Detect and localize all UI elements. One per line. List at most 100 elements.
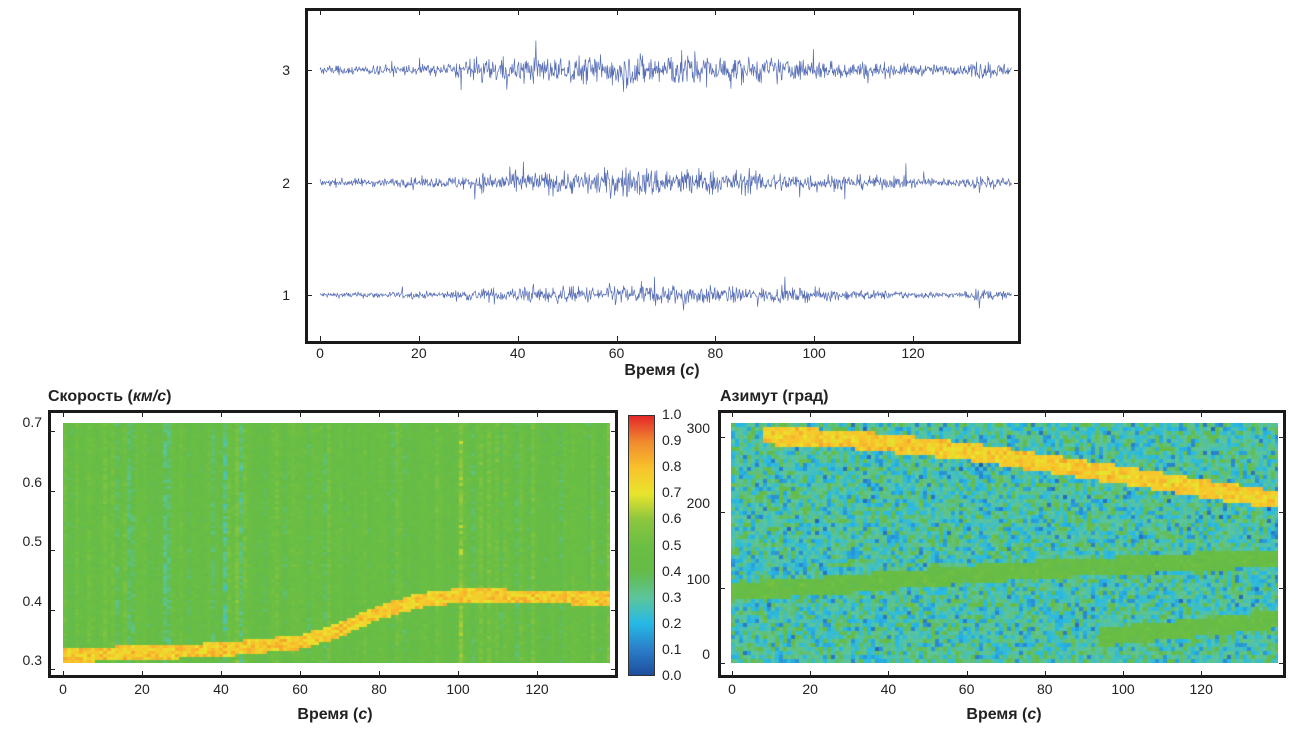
seismogram-x-axis-label: Время (с) <box>624 362 699 380</box>
x-tick <box>418 336 420 343</box>
colorbar-tick-label: 0.9 <box>662 432 682 449</box>
y-tick <box>48 609 55 611</box>
colorbar-tick-label: 0.0 <box>662 667 682 683</box>
x-tick-label: 80 <box>371 681 387 697</box>
x-tick <box>320 8 321 15</box>
y-tick-label: 100 <box>686 570 710 587</box>
colorbar-tick-label: 0.8 <box>662 458 682 475</box>
y-tick <box>1279 663 1286 664</box>
colorbar-tick-label: 0.5 <box>662 536 682 553</box>
x-label-text: Время ( <box>624 362 686 379</box>
x-tick <box>1123 410 1124 417</box>
y-tick <box>1279 512 1286 514</box>
x-tick <box>1123 671 1124 678</box>
x-tick <box>814 8 816 15</box>
x-tick <box>1044 410 1046 417</box>
y-tick <box>1014 295 1021 296</box>
y-tick-label: 0.7 <box>22 414 42 430</box>
x-tick <box>517 8 519 15</box>
seismogram-plot-frame <box>305 8 1021 344</box>
x-tick <box>63 671 64 678</box>
y-tick <box>48 431 55 432</box>
y-tick-label: 2 <box>282 174 290 191</box>
x-tick <box>715 8 717 15</box>
x-tick <box>732 410 733 417</box>
x-tick-label: 80 <box>707 345 724 361</box>
x-tick <box>810 410 812 417</box>
x-tick-label: 120 <box>525 681 549 697</box>
colorbar-tick-label: 0.6 <box>662 510 682 527</box>
colorbar-tick-label: 1.0 <box>662 406 682 422</box>
x-tick <box>379 410 380 417</box>
y-tick-label: 1 <box>282 287 290 303</box>
x-tick <box>320 336 321 343</box>
colorbar <box>628 415 655 676</box>
title-text: Скорость ( <box>48 388 133 405</box>
azimuth-title: Азимут (град) <box>720 388 829 405</box>
y-tick <box>611 550 618 551</box>
x-tick <box>732 671 733 678</box>
x-label-unit: с <box>358 706 368 723</box>
x-tick-label: 60 <box>608 345 625 361</box>
y-tick <box>1014 70 1021 71</box>
y-tick <box>48 490 55 492</box>
y-tick-label: 0.5 <box>22 533 42 549</box>
y-tick <box>305 70 312 71</box>
x-label-end: ) <box>694 362 700 379</box>
y-tick <box>611 490 618 492</box>
y-tick <box>611 669 618 670</box>
x-tick-label: 20 <box>802 681 818 697</box>
y-tick-label: 0.4 <box>22 592 42 609</box>
x-tick-label: 0 <box>59 681 67 697</box>
x-tick-label: 80 <box>1037 681 1053 697</box>
x-tick <box>966 410 968 417</box>
y-tick-label: 3 <box>282 62 290 78</box>
velocity-plot-frame <box>48 410 618 678</box>
x-tick <box>1201 671 1203 678</box>
title-end: ) <box>166 388 172 405</box>
x-tick <box>1044 671 1046 678</box>
x-tick <box>458 410 459 417</box>
x-tick-label: 40 <box>213 681 229 697</box>
x-tick <box>888 671 890 678</box>
x-tick <box>379 671 380 678</box>
x-tick <box>142 410 143 417</box>
x-label-unit: с <box>685 362 695 379</box>
x-tick-label: 100 <box>1111 681 1135 697</box>
x-label-text: Время ( <box>966 706 1028 723</box>
y-tick <box>718 663 725 664</box>
y-tick-label: 200 <box>686 495 710 512</box>
y-tick-label: 300 <box>686 419 710 436</box>
seismogram-trace-2 <box>319 161 1012 200</box>
y-tick <box>611 609 618 611</box>
colorbar-tick-label: 0.7 <box>662 484 682 501</box>
x-tick <box>810 671 812 678</box>
x-tick-label: 60 <box>292 681 308 697</box>
x-tick <box>616 336 618 343</box>
x-tick-label: 120 <box>901 345 925 361</box>
y-tick <box>1279 436 1286 438</box>
x-tick <box>517 336 519 343</box>
x-tick-label: 0 <box>316 345 324 361</box>
x-tick <box>888 410 890 417</box>
y-tick <box>305 182 312 184</box>
x-tick <box>537 410 538 417</box>
x-tick-label: 20 <box>134 681 150 697</box>
y-tick-label: 0.6 <box>22 473 42 490</box>
seismogram-trace-1 <box>319 276 1012 311</box>
x-label-text: Время ( <box>297 706 359 723</box>
x-tick-label: 100 <box>802 345 826 361</box>
colorbar-tick-label: 0.3 <box>662 588 682 605</box>
y-tick <box>718 587 725 589</box>
x-tick <box>913 8 914 15</box>
x-tick <box>300 410 301 417</box>
velocity-x-axis-label: Время (с) <box>297 706 372 724</box>
azimuth-x-axis-label: Время (с) <box>966 706 1041 724</box>
x-tick-label: 0 <box>728 681 736 697</box>
x-tick-label: 40 <box>509 345 526 361</box>
x-label-end: ) <box>1036 706 1042 723</box>
y-tick <box>48 669 55 670</box>
colorbar-tick-label: 0.1 <box>662 640 682 657</box>
seismogram-trace-3 <box>319 40 1012 92</box>
azimuth-heatmap <box>731 423 1278 663</box>
